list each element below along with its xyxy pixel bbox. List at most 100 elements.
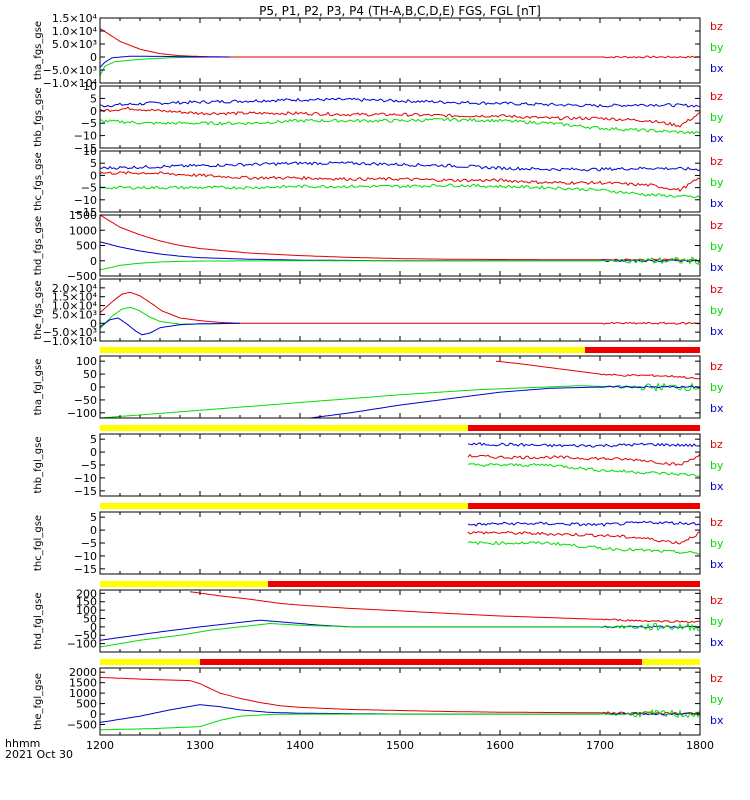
legend-bz: bz [710, 219, 723, 232]
legend-bx: bx [710, 325, 724, 338]
x-tick-label: 1200 [86, 739, 114, 752]
y-tick-label: −15 [74, 142, 97, 155]
y-tick-label: −50 [74, 629, 97, 642]
y-tick-label: −50 [74, 394, 97, 407]
y-tick-label: 0 [90, 255, 97, 268]
state-bar-yellow-0 [100, 581, 268, 587]
legend-bx: bx [710, 197, 724, 210]
x-tick-label: 1300 [186, 739, 214, 752]
y-tick-label: 1.0×10⁴ [52, 300, 98, 313]
series-line-bz [100, 215, 700, 262]
legend-bx: bx [710, 558, 724, 571]
y-tick-label: 500 [76, 240, 97, 253]
state-bar-yellow-0 [100, 503, 468, 509]
y-tick-label: 1.5×10⁴ [52, 291, 98, 304]
legend-bz: bz [710, 283, 723, 296]
state-bar-yellow-2 [642, 659, 700, 665]
series-group [467, 442, 700, 477]
y-tick-label: −15 [74, 206, 97, 219]
panels: 1.5×10⁴1.0×10⁴5.0×10³0−5.0×10³−1.0×10⁴th… [33, 12, 724, 736]
y-tick-label: 100 [76, 604, 97, 617]
y-tick-label: 5 [90, 92, 97, 105]
y-axis-label: thd_fgl_gse [33, 593, 44, 650]
legend-by: by [710, 240, 724, 253]
x-tick-label: 1800 [686, 739, 714, 752]
y-tick-label: −10 [74, 550, 97, 563]
y-tick-label: 50 [83, 368, 97, 381]
y-axis-label: tha_fgl_gse [33, 359, 44, 416]
legend-bx: bx [710, 402, 724, 415]
y-tick-label: 2000 [69, 666, 97, 679]
state-bar-red-1 [468, 425, 700, 431]
y-tick-label: −1.0×10⁴ [43, 335, 98, 348]
series-line-bz [467, 530, 700, 545]
y-tick-label: 150 [76, 596, 97, 609]
state-bar-red-1 [585, 347, 700, 353]
y-axis-label: thd_fgs_gse [33, 216, 44, 275]
legend-bz: bz [710, 516, 723, 529]
y-tick-label: −100 [67, 407, 97, 420]
y-axis-label: tha_fgs_gse [33, 21, 44, 80]
y-tick-label: 0 [90, 621, 97, 634]
panel-thb_fgl_gse: 50−5−10−15 thb_fgl_gse bz by bx [33, 425, 724, 498]
series-group [100, 97, 700, 135]
legend-by: by [710, 304, 724, 317]
legend-by: by [710, 615, 724, 628]
y-tick-label: −10 [74, 194, 97, 207]
y-tick-label: 100 [76, 355, 97, 368]
legend-bz: bz [710, 672, 723, 685]
legend-bz: bz [710, 360, 723, 373]
legend-bx: bx [710, 132, 724, 145]
series-line-bx [100, 97, 700, 108]
legend-bx: bx [710, 62, 724, 75]
y-tick-label: 0 [90, 708, 97, 721]
y-tick-label: 50 [83, 612, 97, 625]
series-line-by [100, 382, 700, 418]
series-line-bz [100, 170, 700, 193]
series-line-bx [100, 161, 700, 172]
y-tick-label: 1500 [69, 677, 97, 690]
legend-bz: bz [710, 90, 723, 103]
x-tick-label: 1500 [386, 739, 414, 752]
y-axis-label: the_fgs_gse [33, 280, 44, 339]
panel-tha_fgs_gse: 1.5×10⁴1.0×10⁴5.0×10³0−5.0×10³−1.0×10⁴th… [33, 12, 724, 90]
legend-by: by [710, 41, 724, 54]
y-tick-label: −5 [81, 182, 97, 195]
series-group [100, 676, 700, 731]
figure-title: P5, P1, P2, P3, P4 (TH-A,B,C,D,E) FGS, F… [259, 4, 541, 18]
y-tick-label: 1.0×10⁴ [52, 25, 98, 38]
y-tick-label: −1.0×10⁴ [43, 77, 98, 90]
series-line-bx [467, 520, 700, 527]
series-line-by [467, 540, 700, 555]
y-axis-label: thc_fgl_gse [33, 515, 44, 571]
y-tick-label: −500 [67, 719, 97, 732]
x-tick-label: 1700 [586, 739, 614, 752]
y-tick-label: 5 [90, 511, 97, 524]
series-line-bx [467, 442, 700, 448]
series-line-bz [100, 291, 700, 325]
y-tick-label: 1.5×10⁴ [52, 12, 98, 25]
series-group [100, 591, 700, 648]
panel-thd_fgs_gse: 1500 1000 500 0 −500 thd_fgs_gse bz by bx [33, 209, 724, 283]
y-tick-label: 10 [83, 145, 97, 158]
series-line-bz [467, 453, 700, 466]
time-format-label: hhmm [5, 737, 40, 750]
y-tick-label: 0 [90, 317, 97, 330]
y-tick-label: −5 [81, 537, 97, 550]
y-tick-label: 1000 [69, 687, 97, 700]
state-bar-red-1 [468, 503, 700, 509]
y-tick-label: −5.0×10³ [43, 326, 97, 339]
legend-by: by [710, 459, 724, 472]
legend-bx: bx [710, 714, 724, 727]
series-group [100, 161, 700, 199]
y-tick-label: 0 [90, 524, 97, 537]
legend-by: by [710, 537, 724, 550]
series-line-by [100, 183, 700, 199]
